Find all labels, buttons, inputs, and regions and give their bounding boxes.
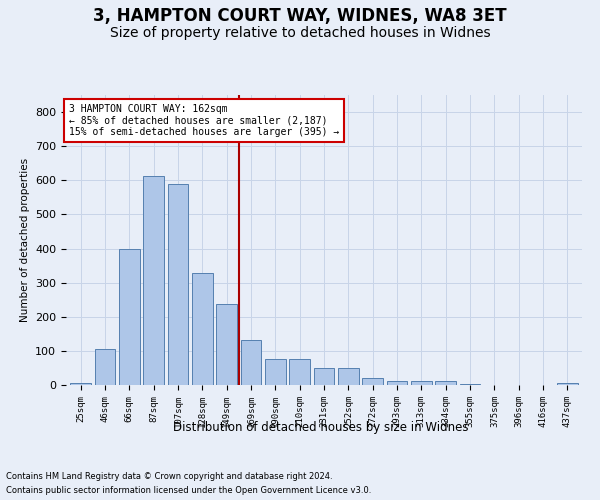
Text: Contains public sector information licensed under the Open Government Licence v3: Contains public sector information licen… bbox=[6, 486, 371, 495]
Bar bbox=[265, 358, 286, 385]
Bar bbox=[167, 184, 188, 385]
Bar bbox=[436, 381, 456, 385]
Bar bbox=[338, 368, 359, 385]
Text: Size of property relative to detached houses in Widnes: Size of property relative to detached ho… bbox=[110, 26, 490, 40]
Y-axis label: Number of detached properties: Number of detached properties bbox=[20, 158, 29, 322]
Bar bbox=[216, 304, 237, 385]
Bar bbox=[460, 384, 481, 385]
Bar bbox=[314, 368, 334, 385]
Bar bbox=[362, 378, 383, 385]
Bar bbox=[386, 381, 407, 385]
Bar bbox=[119, 248, 140, 385]
Bar bbox=[192, 273, 212, 385]
Text: Contains HM Land Registry data © Crown copyright and database right 2024.: Contains HM Land Registry data © Crown c… bbox=[6, 472, 332, 481]
Text: 3, HAMPTON COURT WAY, WIDNES, WA8 3ET: 3, HAMPTON COURT WAY, WIDNES, WA8 3ET bbox=[93, 8, 507, 26]
Bar bbox=[143, 176, 164, 385]
Text: 3 HAMPTON COURT WAY: 162sqm
← 85% of detached houses are smaller (2,187)
15% of : 3 HAMPTON COURT WAY: 162sqm ← 85% of det… bbox=[68, 104, 339, 137]
Bar bbox=[289, 358, 310, 385]
Bar bbox=[95, 349, 115, 385]
Bar bbox=[557, 382, 578, 385]
Bar bbox=[241, 340, 262, 385]
Text: Distribution of detached houses by size in Widnes: Distribution of detached houses by size … bbox=[173, 421, 469, 434]
Bar bbox=[411, 381, 432, 385]
Bar bbox=[70, 382, 91, 385]
